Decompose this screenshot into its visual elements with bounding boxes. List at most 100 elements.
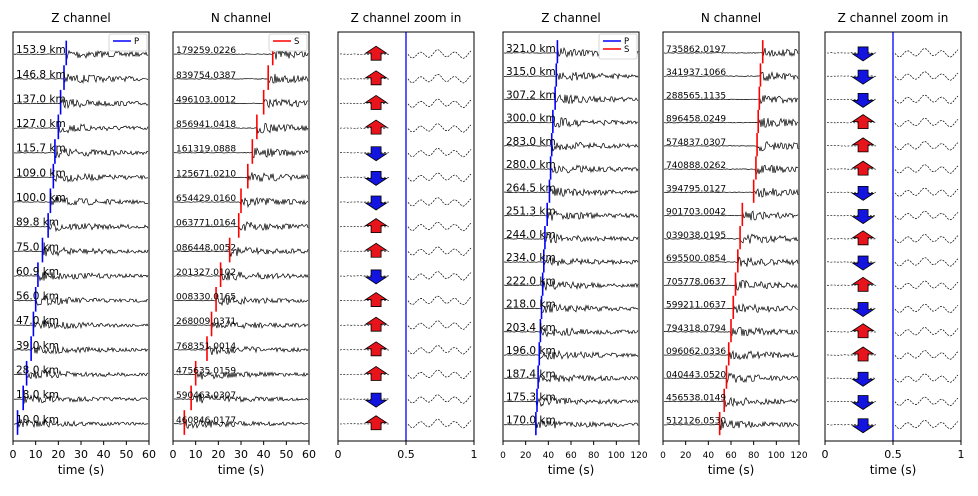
- trace: [503, 117, 639, 128]
- legend-label: P: [134, 37, 139, 47]
- trace-pre: [826, 98, 877, 101]
- trace-pre: [826, 121, 877, 124]
- trace: [663, 256, 799, 267]
- trace: [503, 233, 639, 244]
- trace-post: [894, 420, 959, 430]
- trace: [663, 279, 799, 291]
- trace-label: 187.4 km: [506, 368, 556, 380]
- trace: [173, 221, 309, 231]
- x-tick-label: 20: [680, 451, 692, 461]
- legend-box: [268, 33, 308, 52]
- trace: [14, 319, 149, 330]
- trace-label: 040443.0520: [666, 370, 726, 380]
- x-tick-label: 120: [790, 451, 807, 461]
- trace: [13, 147, 149, 159]
- trace-pre: [826, 284, 877, 286]
- polarity-arrow-down: [851, 302, 875, 318]
- trace-pre: [339, 299, 389, 302]
- trace: [13, 369, 149, 380]
- trace-label: 201327.0102: [176, 268, 236, 278]
- trace-pre: [827, 145, 877, 147]
- trace: [663, 47, 799, 58]
- trace: [663, 187, 799, 198]
- trace-pre: [339, 176, 390, 179]
- x-tick-label: 10: [29, 448, 43, 461]
- trace-post: [407, 49, 472, 59]
- trace-label: 75.0 km: [16, 241, 59, 253]
- trace-label: 179259.0226: [176, 46, 236, 56]
- trace-post: [894, 327, 959, 337]
- trace-label: 137.0 km: [16, 93, 66, 105]
- x-tick-label: 30: [234, 448, 248, 461]
- trace-label: 196.0 km: [506, 345, 556, 357]
- polarity-arrow-up: [851, 323, 875, 339]
- x-tick-label: 50: [279, 448, 293, 461]
- x-tick-label: 0: [335, 448, 342, 461]
- trace-label: 222.0 km: [506, 275, 556, 287]
- trace-label: 794318.0794: [666, 324, 726, 334]
- polarity-arrow-down: [851, 418, 875, 434]
- polarity-arrow-up: [364, 292, 388, 307]
- trace-pre: [826, 307, 877, 310]
- trace: [13, 98, 149, 110]
- panel-title: Z channel zoom in: [838, 11, 949, 25]
- trace: [663, 396, 799, 408]
- trace: [503, 210, 639, 221]
- polarity-arrow-up: [851, 114, 875, 130]
- x-tick-label: 0.5: [884, 448, 902, 461]
- trace-pre: [339, 78, 390, 80]
- trace-label: 175.3 km: [506, 391, 556, 403]
- trace-label: 705778.0637: [666, 277, 726, 287]
- trace-pre: [826, 331, 877, 333]
- polarity-arrow-up: [851, 160, 875, 176]
- trace-label: 321.0 km: [506, 43, 556, 55]
- x-tick-label: 120: [630, 451, 647, 461]
- trace-label: 008330.0165: [176, 293, 236, 303]
- trace: [503, 71, 639, 82]
- trace-post: [894, 210, 959, 221]
- trace-label: 307.2 km: [506, 89, 556, 101]
- x-axis-label: time (s): [708, 463, 755, 477]
- trace: [13, 245, 149, 257]
- trace-post: [894, 234, 959, 244]
- trace-pre: [339, 127, 390, 129]
- trace: [13, 172, 149, 183]
- panel-2: N channel 179259.0226 839754.0387 496103.00…: [170, 11, 317, 477]
- trace-label: 100.0 km: [16, 192, 66, 204]
- trace-label: 251.3 km: [506, 206, 556, 218]
- trace-label: 315.0 km: [506, 66, 556, 78]
- polarity-arrow-down: [364, 195, 388, 211]
- trace: [663, 372, 799, 385]
- trace: [173, 123, 309, 134]
- trace-post: [894, 117, 959, 128]
- x-tick-label: 1: [958, 448, 965, 461]
- trace-label: 244.0 km: [506, 229, 556, 241]
- trace-label: 125671.0210: [176, 169, 236, 179]
- trace-pre: [339, 102, 389, 105]
- trace-label: 280.0 km: [506, 159, 556, 171]
- trace-pre: [339, 275, 390, 277]
- polarity-arrow-down: [851, 46, 875, 62]
- trace: [663, 419, 799, 431]
- trace-pre: [827, 191, 877, 194]
- trace: [663, 164, 799, 176]
- legend-box: [108, 33, 148, 52]
- x-tick-label: 0: [170, 448, 177, 461]
- trace: [173, 172, 309, 183]
- trace-post: [407, 197, 472, 207]
- trace-pre: [339, 324, 390, 326]
- trace-label: 218.0 km: [506, 299, 556, 311]
- legend-label: P: [624, 37, 629, 47]
- trace: [13, 197, 149, 206]
- trace: [663, 210, 799, 221]
- trace: [663, 117, 799, 128]
- trace-label: 28.0 km: [16, 364, 59, 376]
- trace-post: [894, 94, 959, 104]
- trace-label: 574837.0307: [666, 138, 726, 148]
- trace: [663, 233, 799, 244]
- trace: [13, 123, 149, 134]
- polarity-arrow-up: [364, 365, 388, 381]
- x-tick-label: 0: [822, 448, 829, 461]
- trace: [13, 73, 149, 85]
